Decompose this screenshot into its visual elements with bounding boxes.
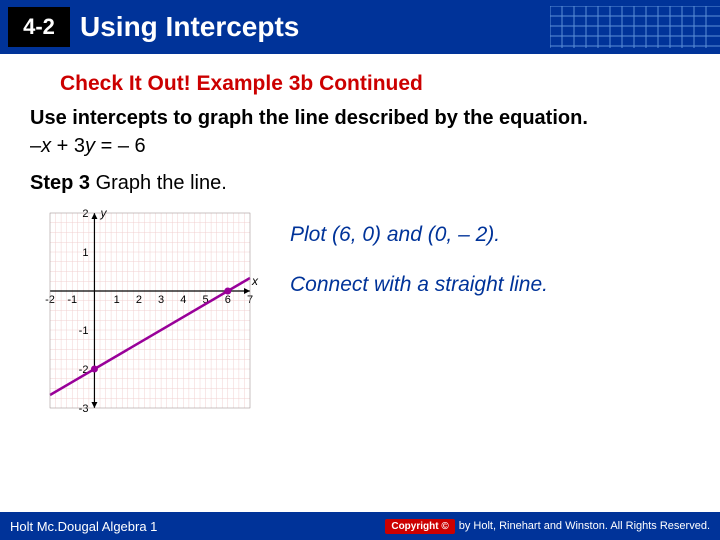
svg-text:6: 6: [225, 294, 231, 306]
footer-publisher: Holt Mc.Dougal Algebra 1: [10, 519, 157, 534]
svg-text:2: 2: [136, 294, 142, 306]
eq-suffix: = – 6: [95, 135, 146, 157]
svg-text:3: 3: [158, 294, 164, 306]
grid-pattern-icon: [550, 6, 720, 48]
lesson-title: Using Intercepts: [80, 11, 299, 43]
svg-text:4: 4: [180, 294, 186, 306]
step-label: Step 3: [30, 172, 90, 194]
svg-text:x: x: [251, 274, 259, 288]
svg-text:1: 1: [82, 247, 88, 259]
eq-var2: y: [85, 135, 95, 157]
header-bar: 4-2 Using Intercepts: [0, 0, 720, 54]
svg-text:-1: -1: [67, 294, 77, 306]
graph-container: -2-11234567-3-2-112xy: [30, 203, 260, 423]
main-row: -2-11234567-3-2-112xy Plot (6, 0) and (0…: [30, 203, 690, 423]
connect-line-text: Connect with a straight line.: [290, 273, 690, 297]
step-text: Graph the line.: [90, 172, 227, 194]
svg-text:-3: -3: [79, 403, 89, 415]
eq-var1: x: [41, 135, 51, 157]
copyright-badge: Copyright ©: [385, 519, 454, 534]
copyright-text: by Holt, Rinehart and Winston. All Right…: [459, 520, 710, 532]
svg-text:1: 1: [114, 294, 120, 306]
eq-mid: + 3: [51, 135, 85, 157]
footer-bar: Holt Mc.Dougal Algebra 1 Copyright © by …: [0, 512, 720, 540]
eq-prefix: –: [30, 135, 41, 157]
footer-copyright: Copyright © by Holt, Rinehart and Winsto…: [385, 519, 710, 534]
svg-text:-1: -1: [79, 325, 89, 337]
step-line: Step 3 Graph the line.: [30, 172, 690, 195]
instruction-text: Use intercepts to graph the line describ…: [30, 106, 690, 131]
equation: –x + 3y = – 6: [30, 135, 690, 158]
svg-text:2: 2: [82, 208, 88, 220]
example-subtitle: Check It Out! Example 3b Continued: [60, 72, 690, 96]
lesson-number-box: 4-2: [8, 7, 70, 47]
header-grid-decoration: [550, 6, 720, 48]
instructions-column: Plot (6, 0) and (0, – 2). Connect with a…: [290, 203, 690, 323]
plot-points-text: Plot (6, 0) and (0, – 2).: [290, 223, 690, 247]
lesson-number: 4-2: [23, 14, 55, 40]
line-graph: -2-11234567-3-2-112xy: [30, 203, 260, 418]
content-area: Check It Out! Example 3b Continued Use i…: [0, 54, 720, 423]
